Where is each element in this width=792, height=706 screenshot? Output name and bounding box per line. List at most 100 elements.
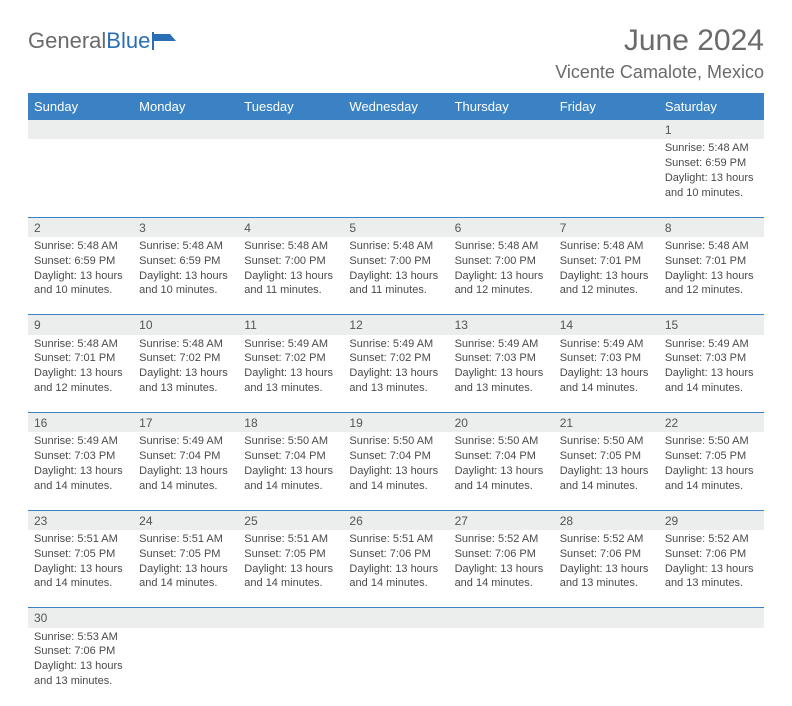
sunset-text: Sunset: 7:04 PM [139, 449, 232, 464]
day-cell: Sunrise: 5:49 AMSunset: 7:03 PMDaylight:… [449, 335, 554, 413]
daylight-text: Daylight: 13 hours and 13 minutes. [139, 366, 232, 396]
day-details: Sunrise: 5:52 AMSunset: 7:06 PMDaylight:… [449, 530, 554, 595]
day-number [554, 608, 659, 628]
sunset-text: Sunset: 7:04 PM [349, 449, 442, 464]
daylight-text: Daylight: 13 hours and 13 minutes. [455, 366, 548, 396]
daylight-text: Daylight: 13 hours and 14 minutes. [244, 562, 337, 592]
day-number: 9 [28, 315, 133, 335]
day-number: 11 [238, 315, 343, 335]
day-cell: Sunrise: 5:51 AMSunset: 7:06 PMDaylight:… [343, 530, 448, 608]
location-label: Vicente Camalote, Mexico [555, 62, 764, 83]
daylight-text: Daylight: 13 hours and 12 minutes. [560, 269, 653, 299]
sunrise-text: Sunrise: 5:49 AM [244, 337, 337, 352]
daylight-text: Daylight: 13 hours and 14 minutes. [560, 464, 653, 494]
day-details: Sunrise: 5:50 AMSunset: 7:04 PMDaylight:… [343, 432, 448, 497]
sunrise-text: Sunrise: 5:52 AM [665, 532, 758, 547]
daylight-text: Daylight: 13 hours and 10 minutes. [139, 269, 232, 299]
daylight-text: Daylight: 13 hours and 14 minutes. [455, 464, 548, 494]
sunrise-text: Sunrise: 5:50 AM [244, 434, 337, 449]
day-cell [554, 139, 659, 217]
day-number [449, 608, 554, 628]
daylight-text: Daylight: 13 hours and 10 minutes. [34, 269, 127, 299]
day-details: Sunrise: 5:48 AMSunset: 7:01 PMDaylight:… [28, 335, 133, 400]
day-number: 7 [554, 217, 659, 237]
day-number: 29 [659, 510, 764, 530]
day-cell: Sunrise: 5:52 AMSunset: 7:06 PMDaylight:… [449, 530, 554, 608]
page-header: GeneralBlue June 2024 Vicente Camalote, … [28, 24, 764, 83]
weekday-header: Monday [133, 93, 238, 120]
day-cell [449, 628, 554, 706]
day-details: Sunrise: 5:51 AMSunset: 7:06 PMDaylight:… [343, 530, 448, 595]
sunset-text: Sunset: 7:05 PM [665, 449, 758, 464]
day-cell [133, 139, 238, 217]
sunset-text: Sunset: 7:02 PM [244, 351, 337, 366]
day-cell: Sunrise: 5:48 AMSunset: 6:59 PMDaylight:… [133, 237, 238, 315]
day-cell: Sunrise: 5:52 AMSunset: 7:06 PMDaylight:… [659, 530, 764, 608]
day-number [659, 608, 764, 628]
day-details: Sunrise: 5:53 AMSunset: 7:06 PMDaylight:… [28, 628, 133, 693]
daynum-row: 1 [28, 120, 764, 139]
day-number: 16 [28, 413, 133, 433]
sunrise-text: Sunrise: 5:53 AM [34, 630, 127, 645]
day-details: Sunrise: 5:49 AMSunset: 7:03 PMDaylight:… [28, 432, 133, 497]
sunset-text: Sunset: 7:02 PM [349, 351, 442, 366]
daylight-text: Daylight: 13 hours and 13 minutes. [665, 562, 758, 592]
day-details: Sunrise: 5:50 AMSunset: 7:05 PMDaylight:… [554, 432, 659, 497]
day-details: Sunrise: 5:51 AMSunset: 7:05 PMDaylight:… [28, 530, 133, 595]
day-cell: Sunrise: 5:49 AMSunset: 7:02 PMDaylight:… [238, 335, 343, 413]
month-title: June 2024 [555, 24, 764, 58]
day-cell: Sunrise: 5:49 AMSunset: 7:04 PMDaylight:… [133, 432, 238, 510]
daylight-text: Daylight: 13 hours and 14 minutes. [665, 464, 758, 494]
week-row: Sunrise: 5:48 AMSunset: 7:01 PMDaylight:… [28, 335, 764, 413]
sunrise-text: Sunrise: 5:48 AM [349, 239, 442, 254]
day-details: Sunrise: 5:50 AMSunset: 7:04 PMDaylight:… [238, 432, 343, 497]
daylight-text: Daylight: 13 hours and 11 minutes. [349, 269, 442, 299]
sunrise-text: Sunrise: 5:48 AM [139, 239, 232, 254]
daylight-text: Daylight: 13 hours and 13 minutes. [34, 659, 127, 689]
day-cell [133, 628, 238, 706]
day-cell [238, 139, 343, 217]
day-cell: Sunrise: 5:50 AMSunset: 7:04 PMDaylight:… [449, 432, 554, 510]
day-number: 8 [659, 217, 764, 237]
day-number [238, 608, 343, 628]
day-number: 13 [449, 315, 554, 335]
day-details: Sunrise: 5:52 AMSunset: 7:06 PMDaylight:… [554, 530, 659, 595]
day-cell: Sunrise: 5:48 AMSunset: 7:02 PMDaylight:… [133, 335, 238, 413]
day-details: Sunrise: 5:49 AMSunset: 7:03 PMDaylight:… [659, 335, 764, 400]
day-number: 19 [343, 413, 448, 433]
logo: GeneralBlue [28, 28, 178, 54]
day-cell: Sunrise: 5:48 AMSunset: 7:01 PMDaylight:… [28, 335, 133, 413]
sunset-text: Sunset: 7:03 PM [665, 351, 758, 366]
sunrise-text: Sunrise: 5:49 AM [665, 337, 758, 352]
sunrise-text: Sunrise: 5:51 AM [244, 532, 337, 547]
day-details: Sunrise: 5:51 AMSunset: 7:05 PMDaylight:… [238, 530, 343, 595]
sunset-text: Sunset: 7:02 PM [139, 351, 232, 366]
weekday-header: Friday [554, 93, 659, 120]
day-details: Sunrise: 5:49 AMSunset: 7:03 PMDaylight:… [449, 335, 554, 400]
day-cell: Sunrise: 5:48 AMSunset: 6:59 PMDaylight:… [28, 237, 133, 315]
day-number: 21 [554, 413, 659, 433]
sunrise-text: Sunrise: 5:49 AM [34, 434, 127, 449]
day-details: Sunrise: 5:50 AMSunset: 7:04 PMDaylight:… [449, 432, 554, 497]
day-cell [238, 628, 343, 706]
daylight-text: Daylight: 13 hours and 14 minutes. [560, 366, 653, 396]
day-details: Sunrise: 5:49 AMSunset: 7:02 PMDaylight:… [343, 335, 448, 400]
day-number [343, 120, 448, 139]
logo-text-general: General [28, 28, 106, 54]
day-number: 2 [28, 217, 133, 237]
daylight-text: Daylight: 13 hours and 12 minutes. [665, 269, 758, 299]
day-number: 26 [343, 510, 448, 530]
day-number: 24 [133, 510, 238, 530]
day-number: 30 [28, 608, 133, 628]
day-number: 6 [449, 217, 554, 237]
day-cell: Sunrise: 5:51 AMSunset: 7:05 PMDaylight:… [133, 530, 238, 608]
sunrise-text: Sunrise: 5:52 AM [560, 532, 653, 547]
daylight-text: Daylight: 13 hours and 10 minutes. [665, 171, 758, 201]
sunrise-text: Sunrise: 5:49 AM [560, 337, 653, 352]
day-cell [343, 628, 448, 706]
day-number: 10 [133, 315, 238, 335]
day-number [28, 120, 133, 139]
day-cell: Sunrise: 5:51 AMSunset: 7:05 PMDaylight:… [238, 530, 343, 608]
sunrise-text: Sunrise: 5:51 AM [34, 532, 127, 547]
daylight-text: Daylight: 13 hours and 14 minutes. [665, 366, 758, 396]
